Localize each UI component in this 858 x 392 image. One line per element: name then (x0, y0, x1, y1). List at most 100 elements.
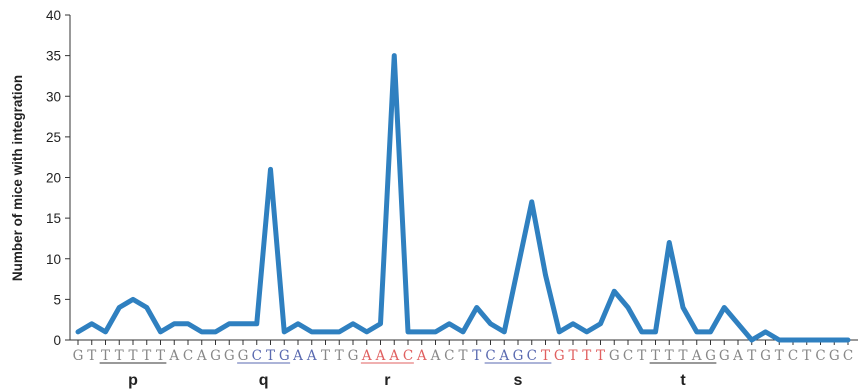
data-point (160, 331, 161, 333)
data-point (297, 323, 299, 325)
series-polyline (75, 53, 851, 343)
data-point (283, 331, 285, 333)
y-tick-label: 5 (53, 292, 61, 307)
sequence-base: T (156, 348, 165, 364)
segment-label: r (384, 372, 390, 389)
data-point (572, 323, 574, 325)
sequence-base: C (527, 348, 537, 364)
data-point (242, 323, 244, 325)
data-point (421, 331, 423, 333)
sequence-base: A (168, 348, 179, 364)
sequence-base: T (128, 348, 137, 364)
data-point (132, 298, 134, 300)
data-point (696, 331, 698, 333)
sequence-base: T (335, 348, 344, 364)
data-point (655, 331, 656, 333)
data-point (627, 307, 629, 308)
data-point (325, 331, 326, 333)
sequence-base: G (719, 348, 730, 364)
data-point (118, 307, 120, 308)
sequence-base: C (252, 348, 262, 364)
sequence-base: G (210, 348, 221, 364)
data-point (558, 331, 560, 333)
sequence-base: G (609, 348, 620, 364)
sequence-base: G (829, 348, 840, 364)
data-point (380, 323, 381, 325)
sequence-base: G (760, 348, 771, 364)
data-point (215, 331, 216, 333)
data-point (407, 331, 409, 333)
x-axis (70, 339, 858, 345)
y-tick-label: 0 (53, 333, 61, 348)
sequence-base: T (568, 348, 577, 364)
sequence-base: G (224, 348, 235, 364)
data-point (173, 323, 175, 325)
data-point (600, 323, 601, 325)
sequence-base: A (430, 348, 441, 364)
data-point (503, 331, 505, 333)
sequence-base: A (691, 348, 702, 364)
sequence-base: A (732, 348, 743, 364)
sequence-base: G (73, 348, 84, 364)
series-line (75, 53, 851, 343)
sequence-base: A (196, 348, 207, 364)
data-point (710, 331, 711, 333)
data-point (490, 323, 491, 325)
sequence-base: G (705, 348, 716, 364)
data-point (641, 331, 643, 333)
data-point (751, 339, 753, 341)
sequence-base: T (651, 348, 660, 364)
y-axis-label: Number of mice with integration (10, 75, 25, 281)
data-point (201, 331, 203, 333)
sequence-base: T (458, 348, 467, 364)
data-point (792, 339, 794, 341)
sequence-base: T (321, 348, 330, 364)
data-point (723, 307, 725, 308)
data-point (476, 307, 478, 308)
sequence-base: T (582, 348, 591, 364)
y-axis: 0 5 10 15 20 25 30 35 40 (46, 8, 71, 348)
segment-label: p (128, 372, 138, 389)
sequence-base: A (388, 348, 399, 364)
sequence-base: T (87, 348, 96, 364)
data-point (228, 323, 230, 325)
y-tick-label: 25 (46, 130, 61, 145)
data-point (105, 331, 106, 333)
y-tick-label: 20 (46, 171, 61, 186)
data-point (256, 323, 258, 325)
sequence-base: G (238, 348, 249, 364)
sequence-base: T (115, 348, 124, 364)
sequence-base: G (279, 348, 290, 364)
sequence-base: C (183, 348, 193, 364)
data-point (517, 266, 519, 268)
sequence-base: C (444, 348, 454, 364)
segment-label: s (514, 372, 523, 389)
sequence-base: T (747, 348, 756, 364)
y-tick-label: 10 (46, 252, 61, 267)
data-point (270, 168, 271, 170)
sequence-base: G (513, 348, 524, 364)
data-point (91, 323, 93, 325)
y-tick-label: 30 (46, 89, 61, 104)
sequence-base: T (142, 348, 151, 364)
data-point (146, 307, 148, 308)
data-point (613, 290, 615, 292)
data-point (77, 331, 79, 333)
data-point (820, 339, 821, 341)
sequence-base: C (485, 348, 495, 364)
sequence-base: T (266, 348, 275, 364)
sequence-base: C (623, 348, 633, 364)
sequence-base: C (815, 348, 825, 364)
sequence-base: A (306, 348, 317, 364)
sequence-base: C (843, 348, 853, 364)
sequence-base: C (788, 348, 798, 364)
data-point (847, 339, 849, 341)
data-point (531, 201, 533, 203)
sequence-base: T (775, 348, 784, 364)
data-point (311, 331, 313, 333)
data-point (338, 331, 340, 333)
sequence-base: T (678, 348, 687, 364)
sequence-base: T (596, 348, 605, 364)
